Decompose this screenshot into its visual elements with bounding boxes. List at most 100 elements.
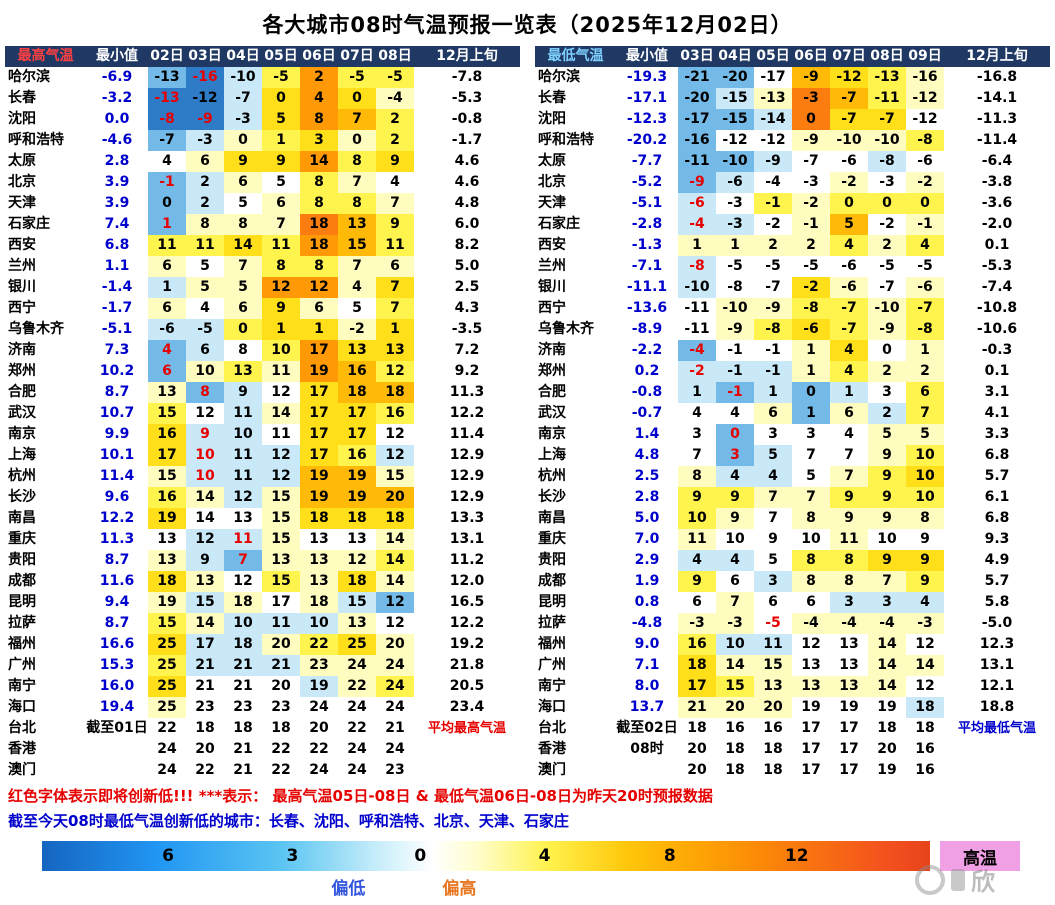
- min-value-cell: 0.2: [634, 363, 660, 379]
- temp-cell: 18: [338, 508, 376, 529]
- temp-cell: 0: [792, 109, 830, 130]
- temp-cell: 16: [338, 445, 376, 466]
- temp-cell: 14: [868, 634, 906, 655]
- temp-cell: 14: [376, 550, 414, 571]
- temp-cell: 5: [186, 256, 224, 277]
- temp-cell: -1: [754, 340, 792, 361]
- watermark: 欣: [915, 862, 995, 897]
- temp-cell: -12: [186, 88, 224, 109]
- min-value-cell: 12.2: [99, 510, 135, 526]
- table-row: 澳门 24 22 21 22 24 24 23: [5, 760, 520, 781]
- table-row: 合肥 8.7 13 8 9 12 17 18 18 11.3: [5, 382, 520, 403]
- city-name: 南昌: [538, 510, 566, 526]
- temp-cell: 9: [224, 382, 262, 403]
- temp-cell: 12: [376, 424, 414, 445]
- temp-cell: 11: [262, 424, 300, 445]
- min-value-cell: 8.7: [104, 552, 130, 568]
- watermark-logo-block: [951, 868, 965, 891]
- temp-cell: -12: [716, 130, 754, 151]
- temp-cell: 24: [376, 697, 414, 718]
- temp-cell: 24: [347, 741, 367, 757]
- temp-cell: 9: [906, 550, 944, 571]
- table-row: 西安 -1.3 1 1 2 2 4 2 4 0.1: [535, 235, 1050, 256]
- min-value-cell: -20.2: [626, 132, 668, 148]
- min-value-cell: 9.9: [104, 426, 130, 442]
- temp-cell: 1: [678, 235, 716, 256]
- city-name: 长沙: [538, 489, 566, 505]
- city-name: 合肥: [8, 384, 36, 400]
- temp-cell: 9: [868, 508, 906, 529]
- temp-cell: 9: [830, 508, 868, 529]
- temp-cell: 10: [716, 634, 754, 655]
- min-value-cell: 1.4: [634, 426, 660, 442]
- temp-cell: -9: [678, 172, 716, 193]
- min-value-cell: 3.9: [104, 174, 130, 190]
- temp-cell: 17: [839, 741, 859, 757]
- temp-cell: 9: [186, 424, 224, 445]
- temp-cell: -10: [224, 67, 262, 88]
- temp-cell: 9: [716, 487, 754, 508]
- temp-cell: 11: [754, 634, 792, 655]
- avg-cell: 19.2: [449, 636, 485, 652]
- table-row: 济南 7.3 4 6 8 10 17 13 13 7.2: [5, 340, 520, 361]
- temp-cell: 15: [148, 466, 186, 487]
- temp-cell: 11: [148, 235, 186, 256]
- temp-cell: -5: [754, 256, 792, 277]
- table-row: 北京 -5.2 -9 -6 -4 -3 -2 -3 -2 -3.8: [535, 172, 1050, 193]
- temp-cell: 15: [262, 529, 300, 550]
- table-row: 郑州 0.2 -2 -1 -1 1 4 2 2 0.1: [535, 361, 1050, 382]
- temp-cell: 23: [300, 655, 338, 676]
- temp-cell: 4: [716, 466, 754, 487]
- city-name: 福州: [538, 636, 566, 652]
- temp-cell: 0: [868, 340, 906, 361]
- temp-cell: 9: [754, 529, 792, 550]
- temp-cell: -2: [792, 277, 830, 298]
- min-value-cell: -7.7: [631, 153, 663, 169]
- city-name: 贵阳: [8, 552, 36, 568]
- temp-cell: 4: [186, 298, 224, 319]
- temp-cell: 7: [906, 403, 944, 424]
- city-name: 济南: [538, 342, 566, 358]
- temp-cell: 1: [906, 340, 944, 361]
- temp-cell: 18: [376, 508, 414, 529]
- city-name: 台北: [538, 720, 566, 736]
- temp-cell: 15: [262, 508, 300, 529]
- table-row: 兰州 1.1 6 5 7 8 8 7 6 5.0: [5, 256, 520, 277]
- temp-cell: 13: [300, 550, 338, 571]
- temp-cell: 22: [309, 741, 329, 757]
- temp-cell: -7: [868, 109, 906, 130]
- temp-cell: 16: [763, 720, 783, 736]
- avg-cell: 9.3: [984, 531, 1010, 547]
- table-title: 最高气温: [5, 46, 86, 67]
- temp-cell: 15: [338, 592, 376, 613]
- min-value-cell: 2.8: [634, 489, 660, 505]
- temp-cell: 5: [224, 193, 262, 214]
- temp-cell: 20: [877, 741, 897, 757]
- temp-cell: 16: [148, 487, 186, 508]
- temp-cell: 4: [376, 172, 414, 193]
- temp-cell: 8: [678, 466, 716, 487]
- temp-cell: -16: [186, 67, 224, 88]
- avg-cell: 12.1: [979, 678, 1015, 694]
- min-value-cell: -0.7: [631, 405, 663, 421]
- avg-cell: 16.5: [449, 594, 485, 610]
- avg-cell: -0.8: [451, 111, 483, 127]
- temp-cell: -21: [678, 67, 716, 88]
- temp-cell: -8: [678, 256, 716, 277]
- temp-cell: -5: [186, 319, 224, 340]
- table-row: 武汉 -0.7 4 4 6 1 6 2 7 4.1: [535, 403, 1050, 424]
- temp-cell: 20: [262, 634, 300, 655]
- temp-cell: 10: [186, 466, 224, 487]
- temp-cell: 23: [224, 697, 262, 718]
- avg-cell: 13.1: [449, 531, 485, 547]
- min-value-cell: -5.2: [631, 174, 663, 190]
- table-row: 石家庄 -2.8 -4 -3 -2 -1 5 -2 -1 -2.0: [535, 214, 1050, 235]
- temp-cell: 4: [678, 550, 716, 571]
- table-row: 长沙 9.6 16 14 12 15 19 19 20 12.9: [5, 487, 520, 508]
- column-header: 02日: [148, 46, 186, 67]
- table-row: 武汉 10.7 15 12 11 14 17 17 16 12.2: [5, 403, 520, 424]
- temp-cell: 8: [906, 508, 944, 529]
- avg-cell: -7.8: [451, 69, 483, 85]
- temp-cell: 13: [338, 529, 376, 550]
- temp-cell: 22: [338, 676, 376, 697]
